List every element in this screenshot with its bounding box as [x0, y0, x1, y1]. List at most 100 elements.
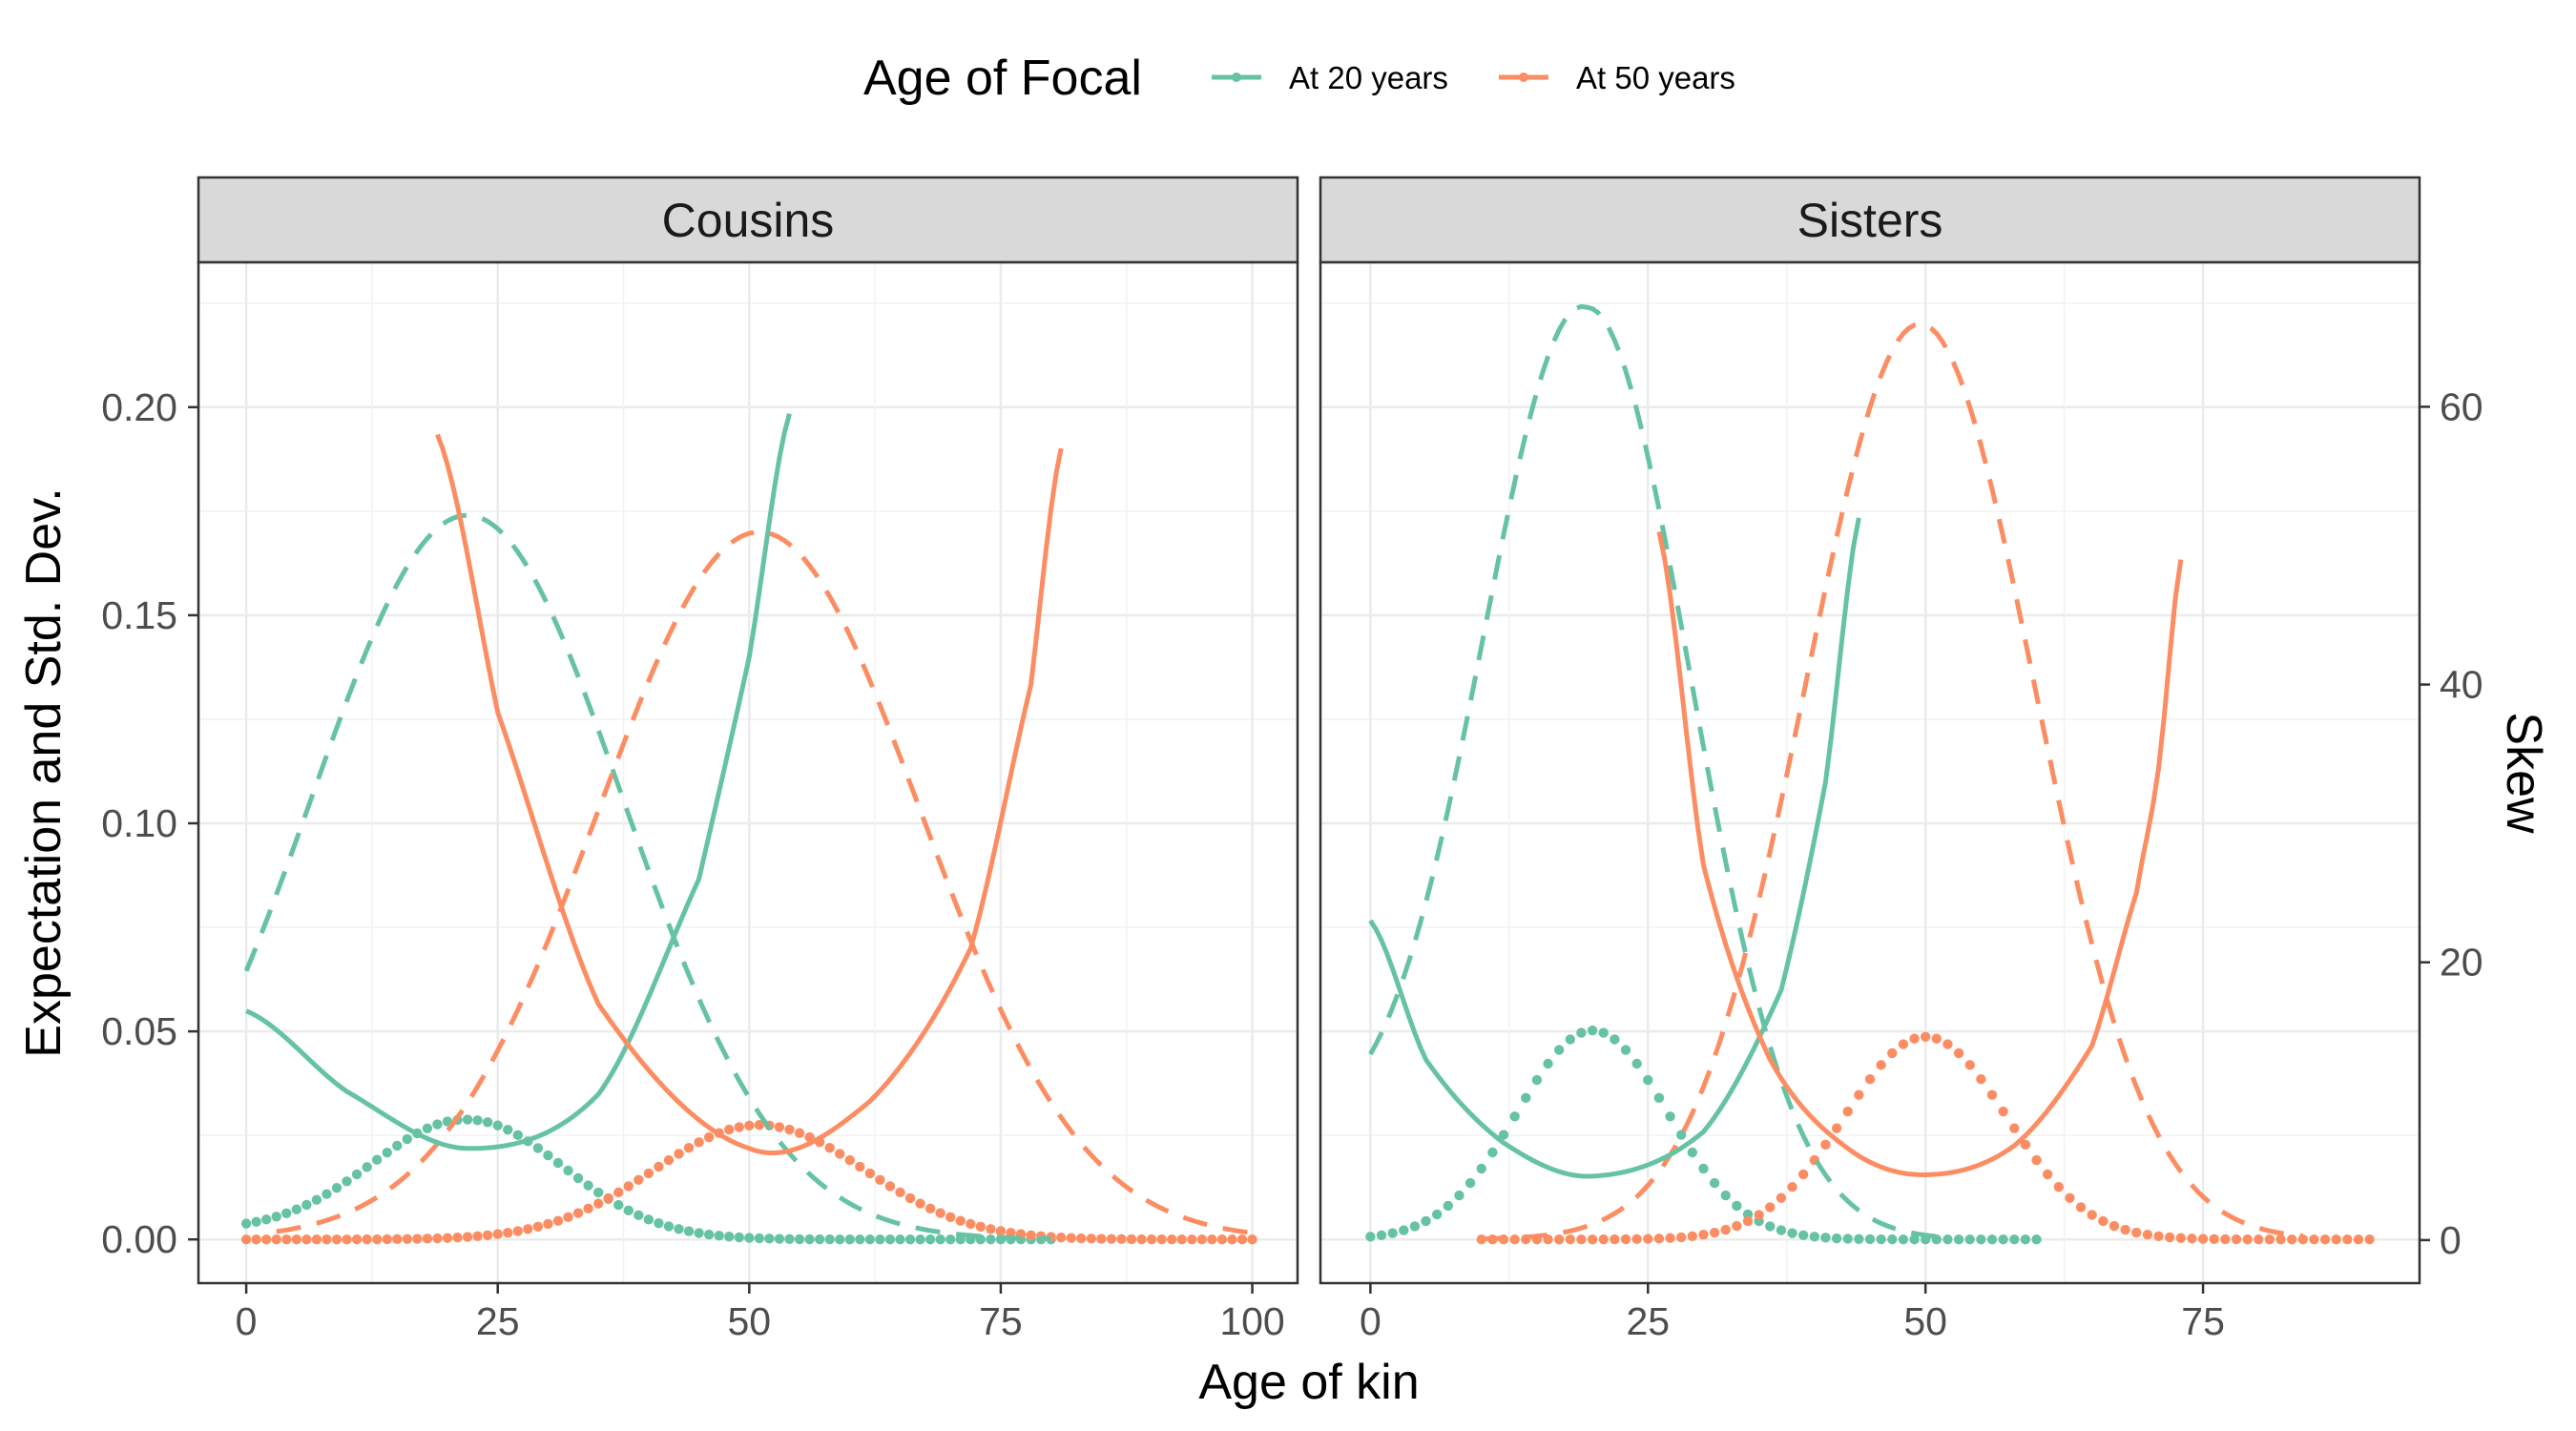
expectation-point-sisters-focal-20	[1521, 1092, 1531, 1104]
expectation-point-sisters-focal-20	[2020, 1234, 2031, 1245]
expectation-point-sisters-focal-50	[2131, 1227, 2142, 1238]
legend-key-focal-50	[1499, 73, 1548, 82]
expectation-point-cousins-focal-50	[663, 1154, 675, 1166]
y-axis-title-left: Expectation and Std. Dev.	[16, 487, 72, 1057]
expectation-point-sisters-focal-50	[1653, 1234, 1665, 1244]
expectation-point-cousins-focal-20	[240, 1218, 252, 1229]
expectation-point-cousins-focal-50	[301, 1234, 312, 1245]
expectation-point-cousins-focal-50	[1056, 1232, 1067, 1243]
expectation-point-sisters-focal-50	[1898, 1039, 1909, 1049]
expectation-point-cousins-focal-50	[835, 1149, 845, 1159]
expectation-point-sisters-focal-20	[1610, 1034, 1620, 1045]
expectation-point-cousins-focal-20	[552, 1157, 564, 1169]
expectation-point-cousins-focal-50	[1207, 1234, 1217, 1245]
expectation-point-sisters-focal-50	[1620, 1234, 1631, 1245]
panel-cousins: Cousins 0 25 50 75 100	[197, 176, 1299, 1343]
expectation-point-cousins-focal-20	[734, 1232, 744, 1243]
expectation-point-sisters-focal-50	[1565, 1234, 1576, 1245]
x-tick-label-cousins: 50	[728, 1299, 772, 1343]
expectation-point-sisters-focal-50	[2353, 1234, 2364, 1245]
expectation-point-cousins-focal-20	[301, 1199, 312, 1211]
expectation-point-sisters-focal-50	[1765, 1202, 1776, 1213]
panel-border-cousins	[197, 260, 1299, 1285]
expectation-point-cousins-focal-20	[724, 1232, 735, 1242]
expectation-point-sisters-focal-50	[1986, 1089, 1998, 1100]
expectation-point-cousins-focal-50	[995, 1226, 1007, 1236]
expectation-point-sisters-focal-20	[1643, 1074, 1653, 1086]
strip-label-cousins: Cousins	[662, 194, 835, 247]
expectation-point-cousins-focal-20	[592, 1187, 604, 1198]
expectation-point-sisters-focal-20	[1765, 1221, 1776, 1232]
expectation-point-sisters-focal-50	[1698, 1230, 1709, 1240]
expectation-point-cousins-focal-50	[251, 1234, 261, 1245]
expectation-point-cousins-focal-50	[371, 1234, 383, 1245]
expectation-point-sisters-focal-20	[1809, 1232, 1820, 1242]
expectation-point-cousins-focal-20	[613, 1199, 624, 1211]
expectation-point-cousins-focal-50	[643, 1168, 654, 1179]
expectation-point-cousins-focal-50	[674, 1149, 684, 1159]
strip-cousins	[197, 176, 1299, 264]
expectation-point-sisters-focal-50	[1797, 1169, 1809, 1180]
expectation-point-sisters-focal-20	[1498, 1130, 1509, 1140]
expectation-point-sisters-focal-20	[1864, 1234, 1876, 1245]
expectation-point-cousins-focal-20	[804, 1234, 815, 1245]
expectation-point-sisters-focal-20	[1675, 1130, 1687, 1140]
expectation-point-cousins-focal-50	[734, 1122, 744, 1132]
expectation-point-cousins-focal-20	[311, 1194, 322, 1205]
expectation-point-cousins-focal-50	[240, 1234, 252, 1245]
legend-key-focal-20	[1212, 73, 1261, 82]
expectation-point-cousins-focal-20	[855, 1234, 865, 1245]
expectation-point-sisters-focal-20	[1553, 1045, 1565, 1055]
expectation-point-sisters-focal-20	[1587, 1026, 1598, 1036]
expectation-point-cousins-focal-20	[764, 1234, 775, 1244]
expectation-point-cousins-focal-50	[784, 1124, 795, 1135]
expectation-point-sisters-focal-20	[1665, 1111, 1675, 1122]
expectation-point-cousins-focal-50	[1247, 1234, 1257, 1245]
expectation-point-cousins-focal-50	[1196, 1234, 1208, 1245]
expectation-point-sisters-focal-50	[1942, 1039, 1953, 1049]
expectation-point-sisters-focal-50	[2020, 1139, 2031, 1151]
expectation-point-cousins-focal-20	[371, 1154, 383, 1165]
expectation-point-cousins-focal-20	[281, 1208, 292, 1219]
expectation-point-cousins-focal-50	[824, 1142, 835, 1153]
expectation-point-cousins-focal-50	[592, 1198, 604, 1209]
expectation-point-sisters-focal-20	[1465, 1177, 1476, 1189]
marks-cousins	[240, 413, 1257, 1245]
expectation-point-cousins-focal-50	[331, 1234, 343, 1245]
expectation-point-cousins-focal-50	[432, 1233, 443, 1244]
expectation-point-sisters-focal-50	[2120, 1224, 2130, 1235]
expectation-point-cousins-focal-50	[864, 1168, 876, 1179]
expectation-point-sisters-focal-20	[1476, 1163, 1486, 1174]
skew-line-sisters-focal-20	[1368, 517, 1861, 1179]
y-tick-label-left: 0.00	[101, 1217, 177, 1261]
expectation-point-cousins-focal-20	[472, 1115, 483, 1126]
expectation-point-sisters-focal-20	[1942, 1234, 1953, 1245]
expectation-point-cousins-focal-50	[966, 1218, 976, 1230]
expectation-point-cousins-focal-20	[503, 1125, 513, 1135]
expectation-point-cousins-focal-50	[855, 1161, 865, 1172]
expectation-point-cousins-focal-20	[432, 1119, 443, 1130]
expectation-point-cousins-focal-20	[784, 1234, 795, 1244]
legend: Age of Focal At 20 years At 50 years	[863, 51, 1735, 106]
expectation-point-sisters-focal-50	[1776, 1192, 1787, 1203]
y-axis-left: 0.00 0.05 0.10 0.15 0.20	[101, 385, 198, 1261]
expectation-point-sisters-focal-50	[2075, 1202, 2087, 1213]
expectation-point-sisters-focal-20	[1964, 1234, 1975, 1245]
expectation-point-sisters-focal-50	[1610, 1234, 1620, 1245]
expectation-point-cousins-focal-50	[986, 1224, 996, 1234]
expectation-point-cousins-focal-50	[1176, 1234, 1187, 1245]
expectation-point-sisters-focal-50	[2231, 1234, 2242, 1245]
expectation-point-cousins-focal-20	[986, 1234, 996, 1245]
expectation-point-sisters-focal-20	[1898, 1234, 1909, 1245]
stddev-line-sisters-focal-50	[1481, 321, 2304, 1242]
stddev-line-cousins-focal-20	[243, 512, 1051, 1242]
expectation-point-cousins-focal-50	[694, 1137, 704, 1148]
expectation-point-cousins-focal-20	[935, 1234, 945, 1245]
x-axis-sisters: 0 25 50 75	[1360, 1283, 2225, 1343]
x-tick-label-cousins: 75	[979, 1299, 1023, 1343]
expectation-point-cousins-focal-50	[794, 1128, 805, 1138]
y-tick-label-right: 0	[2440, 1218, 2462, 1262]
expectation-point-sisters-focal-20	[1732, 1200, 1742, 1212]
legend-title: Age of Focal	[863, 51, 1142, 106]
expectation-point-sisters-focal-50	[2164, 1232, 2175, 1243]
